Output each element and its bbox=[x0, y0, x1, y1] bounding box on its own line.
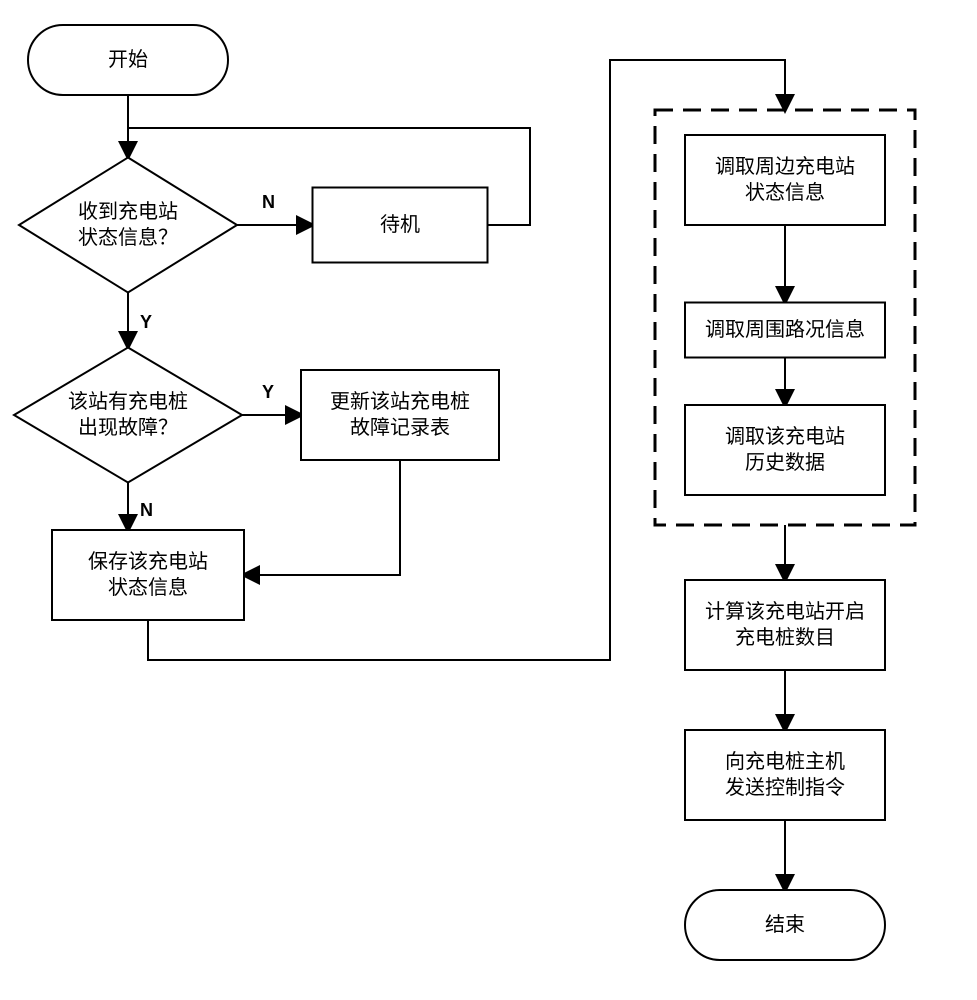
node-save bbox=[52, 530, 244, 620]
node-update bbox=[301, 370, 499, 460]
edge-label: Y bbox=[262, 382, 274, 403]
edge-label: N bbox=[140, 500, 153, 521]
node-fetch1 bbox=[685, 135, 885, 225]
edge-label: N bbox=[262, 192, 275, 213]
node-send bbox=[685, 730, 885, 820]
node-decision1 bbox=[19, 158, 237, 293]
node-calc bbox=[685, 580, 885, 670]
node-standby bbox=[313, 188, 488, 263]
node-decision2 bbox=[14, 348, 242, 483]
edge-label: Y bbox=[140, 312, 152, 333]
node-fetch2 bbox=[685, 303, 885, 358]
node-fetch3 bbox=[685, 405, 885, 495]
node-start bbox=[28, 25, 228, 95]
node-end bbox=[685, 890, 885, 960]
